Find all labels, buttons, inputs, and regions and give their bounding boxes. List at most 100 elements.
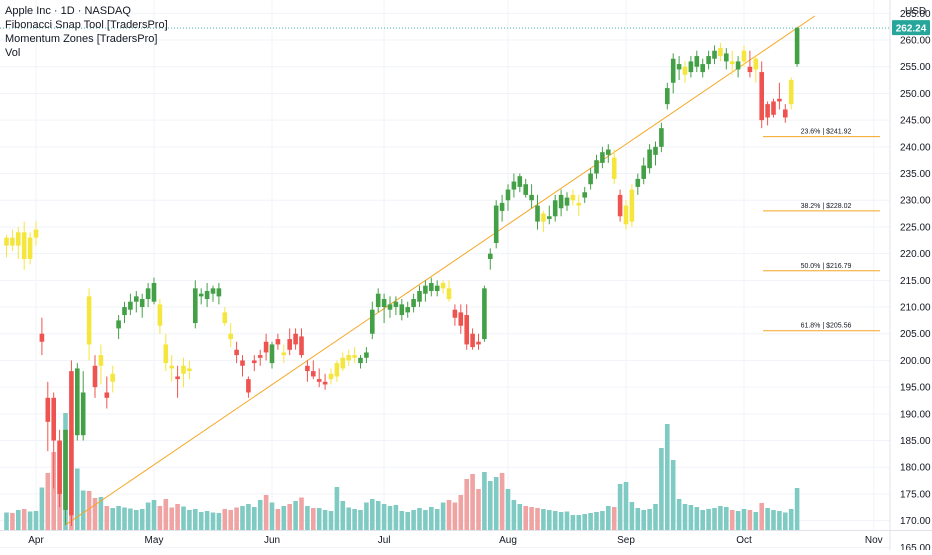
indicator-momentum-zones[interactable]: Momentum Zones [TradersPro] (5, 33, 158, 45)
candle-body (80, 392, 86, 436)
candle-body (564, 197, 570, 206)
volume-bar (417, 508, 422, 530)
candle-body (417, 291, 422, 302)
candle-body (21, 232, 27, 259)
y-tick-label: 200.00 (900, 356, 931, 367)
candle-body (676, 64, 682, 70)
volume-bar (299, 497, 304, 530)
candle-body (670, 58, 676, 83)
candle-body (234, 349, 239, 356)
volume-bar (311, 508, 316, 530)
volume-bar (104, 506, 110, 530)
volume-bar (399, 511, 405, 530)
currency-label[interactable]: USD (905, 6, 927, 17)
candle-body (611, 157, 617, 179)
volume-bars (4, 413, 800, 530)
volume-bar (322, 510, 328, 530)
candle-body (328, 373, 334, 380)
candle-body (75, 368, 80, 436)
volume-bar (175, 504, 180, 530)
candle-body (281, 352, 287, 356)
candle-body (216, 288, 222, 297)
candle-body (617, 194, 623, 217)
volume-bar (234, 507, 239, 530)
volume-bar (163, 499, 169, 530)
candle-body (735, 61, 741, 70)
candle-body (659, 128, 664, 147)
fib-level-label: 23.6% | $241.92 (801, 129, 852, 136)
volume-bar (423, 510, 428, 530)
candle-body (198, 293, 204, 297)
candle-body (352, 355, 357, 358)
volume-bar (676, 499, 682, 530)
volume-bar (493, 477, 499, 530)
indicator-fibonacci-snap[interactable]: Fibonacci Snap Tool [TradersPro] (5, 19, 168, 31)
y-tick-label: 250.00 (900, 89, 931, 100)
candle-body (405, 307, 410, 313)
candle-body (700, 64, 705, 73)
candle-body (293, 333, 298, 345)
fib-level-label: 50.0% | $216.79 (801, 263, 852, 270)
candle-body (724, 53, 729, 62)
volume-bar (222, 509, 228, 530)
candle-body (364, 352, 369, 358)
volume-bar (499, 473, 505, 530)
volume-bar (316, 508, 322, 530)
volume-bar (600, 511, 605, 530)
candle-body (10, 237, 15, 246)
volume-bar (446, 500, 452, 530)
y-tick-label: 195.00 (900, 383, 931, 394)
last-price-label: 262.24 (896, 24, 927, 35)
y-tick-label: 220.00 (900, 249, 931, 260)
candle-body (594, 160, 599, 174)
candle-body (688, 61, 694, 73)
candle-body (629, 189, 635, 222)
volume-bar (747, 510, 753, 530)
volume-bar (139, 509, 145, 530)
volume-bar (641, 510, 646, 530)
volume-bar (346, 507, 351, 530)
candle-body (541, 213, 546, 222)
volume-bar (458, 495, 464, 530)
candle-body (446, 288, 452, 300)
volume-bar (352, 509, 357, 530)
candle-body (570, 194, 576, 201)
symbol-title[interactable]: Apple Inc · 1D · NASDAQ (5, 5, 131, 17)
y-tick-label: 245.00 (900, 116, 931, 127)
candle-body (39, 333, 45, 342)
volume-bar (181, 506, 186, 530)
candle-body (499, 202, 505, 211)
candle-body (783, 109, 788, 118)
candle-body (358, 357, 363, 364)
y-tick-label: 255.00 (900, 62, 931, 73)
volume-bar (269, 502, 275, 530)
candle-body (729, 61, 735, 65)
volume-bar (682, 504, 688, 530)
candle-body (753, 58, 759, 70)
candle-body (45, 397, 51, 422)
candle-body (322, 381, 328, 385)
volume-bar (523, 506, 528, 530)
candle-body (794, 28, 800, 65)
volume-bar (122, 507, 127, 530)
volume-bar (257, 500, 263, 530)
candle-body (576, 202, 582, 206)
volume-bar (653, 504, 658, 530)
volume-bar (771, 510, 776, 530)
volume-bar (75, 468, 80, 530)
indicator-volume[interactable]: Vol (5, 47, 21, 59)
volume-bar (670, 460, 676, 530)
candle-body (181, 365, 186, 374)
volume-bar (45, 473, 51, 530)
volume-bar (647, 509, 652, 530)
volume-bar (4, 512, 9, 530)
candle-body (210, 288, 216, 294)
candle-body (134, 296, 139, 302)
volume-bar (570, 515, 576, 530)
candle-body (523, 184, 528, 195)
candle-body (228, 333, 233, 340)
candle-body (434, 285, 440, 292)
